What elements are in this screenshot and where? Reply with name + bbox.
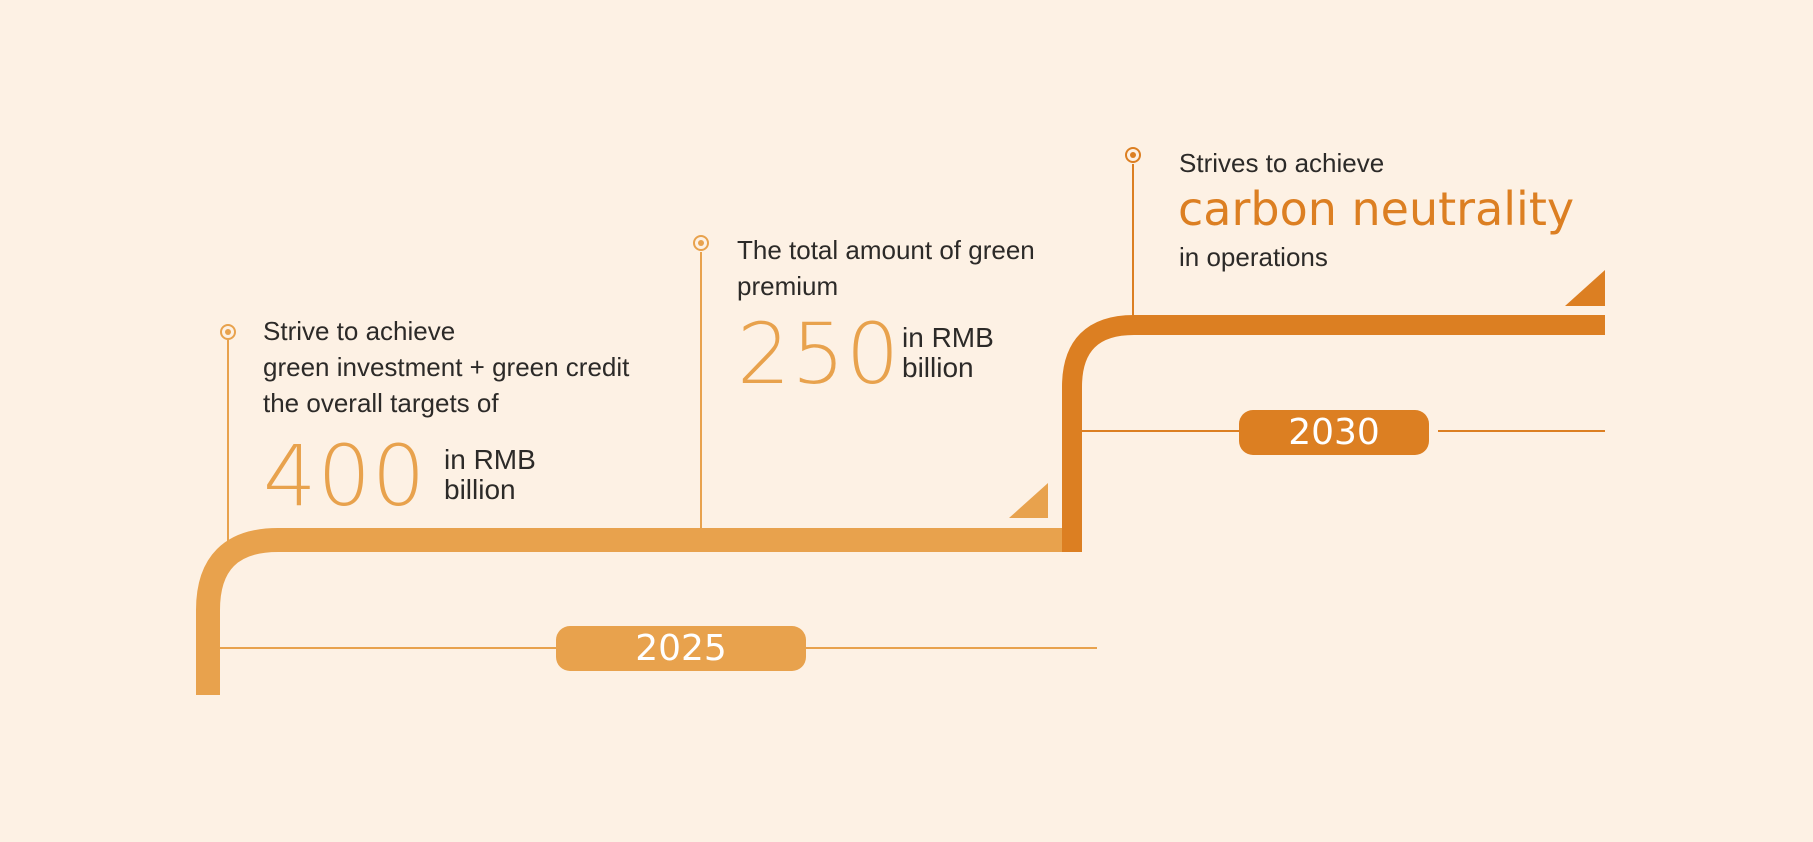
marker-dot-2 — [693, 235, 709, 251]
milestone-3-highlight: carbon neutrality — [1178, 182, 1575, 236]
milestone-1-intro-line-3: the overall targets of — [263, 388, 499, 418]
timeline-path-upper — [1062, 315, 1605, 552]
step-triangle-lower — [1009, 483, 1048, 518]
timeline-path-lower — [196, 528, 1064, 695]
step-triangle-upper — [1565, 270, 1605, 306]
milestone-3-outro: in operations — [1179, 242, 1328, 272]
milestone-1-unit-line-1: in RMB — [444, 444, 536, 475]
year-badge-2030: 2030 — [1239, 410, 1429, 455]
milestone-2-intro-line-1: The total amount of green — [737, 235, 1035, 265]
milestone-2-unit-line-2: billion — [902, 352, 974, 383]
milestone-3-intro: Strives to achieve — [1179, 148, 1385, 178]
marker-dot-1-core — [225, 329, 231, 335]
marker-dot-3 — [1125, 147, 1141, 163]
year-badge-2025: 2025 — [556, 626, 806, 671]
milestone-1-intro-line-2: green investment + green credit — [263, 352, 630, 382]
marker-dot-3-core — [1130, 152, 1136, 158]
milestone-1-value: 400 — [263, 427, 427, 525]
milestone-2-value: 250 — [737, 305, 901, 403]
milestone-2-intro-line-2: premium — [737, 271, 839, 301]
marker-dot-2-core — [698, 240, 704, 246]
milestone-1-intro-line-1: Strive to achieve — [263, 316, 456, 346]
milestone-2-unit-line-1: in RMB — [902, 322, 994, 353]
marker-dot-1 — [220, 324, 236, 340]
milestone-1-unit-line-2: billion — [444, 474, 516, 505]
